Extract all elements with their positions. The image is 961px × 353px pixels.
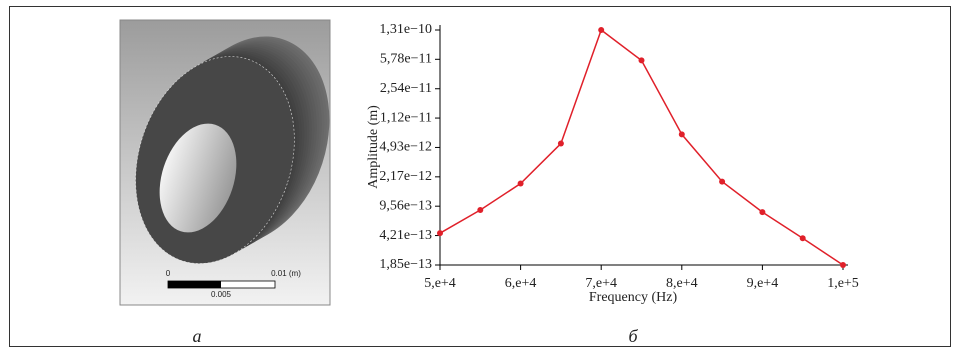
y-tick-label: 1,31e−10 [379,22,432,37]
render-panel: 0 0.01 (m) 0.005 [110,16,355,305]
scale-bar-fill [168,281,221,288]
data-point [598,27,604,33]
data-line [440,30,843,265]
scale-label: 0 [166,269,171,278]
data-point [759,209,765,215]
x-tick-label: 5,e+4 [424,276,456,291]
y-tick-label: 2,17e−12 [379,169,432,184]
data-point [477,207,483,213]
scale-label: 0.01 (m) [271,269,301,278]
y-tick-label: 9,56e−13 [379,198,432,213]
x-tick-label: 6,e+4 [505,276,537,291]
y-tick-label: 4,93e−12 [379,140,432,155]
y-tick-label: 1,85e−13 [379,257,432,272]
x-axis-label: Frequency (Hz) [589,290,678,305]
y-tick-label: 2,54e−11 [380,81,432,96]
y-tick-label: 5,78e−11 [380,52,432,67]
data-point [719,179,725,185]
x-tick-label: 7,e+4 [585,276,617,291]
panel-label: б [628,326,638,346]
data-point [840,262,846,268]
x-tick-label: 1,e+5 [827,276,859,291]
y-tick-label: 4,21e−13 [379,228,432,243]
figure: 0 0.01 (m) 0.005 а б Frequency (Hz) Ampl… [0,0,961,353]
scale-label: 0.005 [211,290,232,299]
data-point [639,57,645,63]
data-point [558,141,564,147]
x-tick-label: 9,e+4 [747,276,779,291]
y-tick-label: 1,12e−11 [380,110,432,125]
chart: Frequency (Hz) Amplitude (m) 1,85e−134,2… [366,22,859,305]
data-point [437,230,443,236]
data-point [679,131,685,137]
data-point [518,181,524,187]
panel-label: а [193,326,202,346]
x-tick-label: 8,e+4 [666,276,698,291]
data-point [800,235,806,241]
